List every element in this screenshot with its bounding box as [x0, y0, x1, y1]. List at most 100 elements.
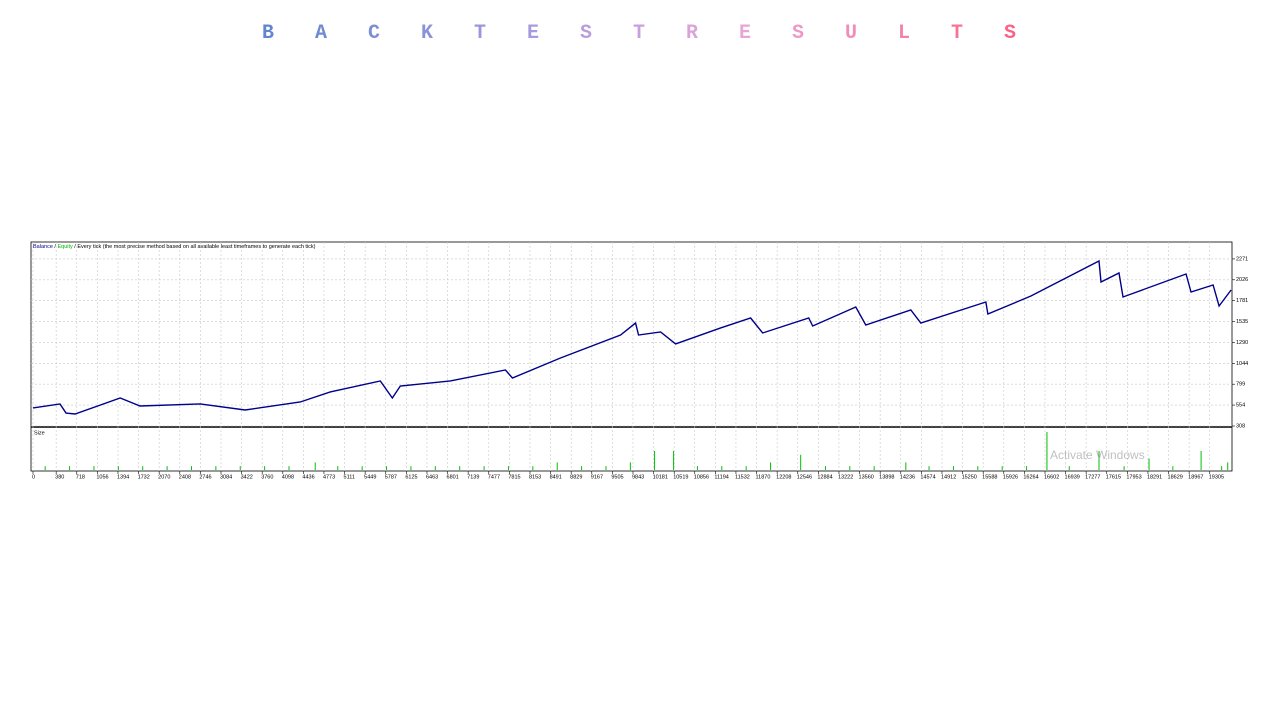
y-tick-label: 1781 [1236, 298, 1248, 304]
x-tick-label: 380 [55, 474, 64, 480]
x-tick-label: 11532 [735, 474, 750, 480]
x-tick-label: 6801 [447, 474, 459, 480]
watermark: Activate Windows [1050, 448, 1145, 462]
size-bar [696, 466, 698, 470]
x-tick-label: 18291 [1147, 474, 1162, 480]
x-tick-label: 10181 [653, 474, 668, 480]
size-bar [410, 466, 412, 470]
size-bar [556, 462, 558, 470]
size-bar [69, 466, 71, 470]
x-tick-label: 4098 [282, 474, 294, 480]
x-tick-label: 15250 [962, 474, 977, 480]
y-tick-label: 1290 [1236, 340, 1248, 346]
size-bar [532, 466, 534, 470]
size-bar [1148, 458, 1150, 470]
x-tick-label: 6463 [426, 474, 438, 480]
size-bar [1227, 462, 1229, 470]
x-tick-label: 8491 [550, 474, 562, 480]
x-tick-label: 17953 [1126, 474, 1141, 480]
size-bar [824, 466, 826, 470]
size-bar [93, 466, 95, 470]
size-bar [721, 466, 723, 470]
y-tick-label: 2026 [1236, 277, 1248, 283]
x-tick-label: 15926 [1003, 474, 1018, 480]
x-tick-label: 7477 [488, 474, 500, 480]
x-tick-label: 16264 [1023, 474, 1038, 480]
size-bar [1123, 466, 1125, 470]
x-tick-label: 9167 [591, 474, 603, 480]
size-bar [215, 466, 217, 470]
size-bar [1172, 466, 1174, 470]
size-bar [605, 466, 607, 470]
size-bar [264, 466, 266, 470]
y-tick-label: 799 [1236, 382, 1245, 388]
size-bar [337, 466, 339, 470]
x-tick-label: 7139 [467, 474, 479, 480]
x-tick-label: 1732 [138, 474, 150, 480]
size-bar [142, 466, 144, 470]
x-tick-label: 5787 [385, 474, 397, 480]
size-bar [1098, 451, 1100, 470]
size-bar [581, 466, 583, 470]
x-tick-label: 4436 [302, 474, 314, 480]
x-tick-label: 5449 [364, 474, 376, 480]
size-bar [507, 466, 509, 470]
size-bar [288, 466, 290, 470]
x-tick-label: 3760 [261, 474, 273, 480]
x-tick-label: 4773 [323, 474, 335, 480]
x-tick-label: 718 [76, 474, 85, 480]
size-bar [483, 466, 485, 470]
x-tick-label: 16602 [1044, 474, 1059, 480]
size-bar [459, 466, 461, 470]
size-bar [952, 466, 954, 470]
x-tick-label: 0 [32, 474, 35, 480]
size-bar [314, 462, 316, 470]
size-bar [166, 466, 168, 470]
x-tick-label: 14574 [920, 474, 935, 480]
series-line [32, 259, 1232, 415]
legend: Balance / Equity / Every tick (the most … [33, 244, 316, 250]
x-tick-label: 10856 [694, 474, 709, 480]
x-tick-label: 17615 [1106, 474, 1121, 480]
size-bar [239, 466, 241, 470]
x-tick-label: 3084 [220, 474, 232, 480]
size-bar [1001, 466, 1003, 470]
size-bar [44, 466, 46, 470]
size-bar [1068, 466, 1070, 470]
x-tick-label: 11870 [756, 474, 771, 480]
x-tick-label: 9843 [632, 474, 644, 480]
x-tick-label: 18629 [1168, 474, 1183, 480]
x-tick-label: 11194 [714, 474, 728, 480]
legend-entry: Balance [33, 244, 53, 250]
x-tick-label: 18967 [1188, 474, 1203, 480]
y-tick-label: 1535 [1236, 319, 1248, 325]
x-tick-label: 15588 [982, 474, 997, 480]
size-bar [1046, 432, 1048, 470]
x-tick-label: 14912 [941, 474, 956, 480]
x-tick-label: 1394 [117, 474, 129, 480]
size-bar [629, 462, 631, 470]
legend-separator: / [53, 244, 57, 250]
size-bar [117, 466, 119, 470]
size-bar [873, 466, 875, 470]
legend-note: Every tick (the most precise method base… [76, 244, 316, 250]
size-bar [745, 466, 747, 470]
x-tick-label: 12546 [797, 474, 812, 480]
legend-separator: / [73, 244, 77, 250]
size-bar [977, 466, 979, 470]
x-tick-label: 9505 [611, 474, 623, 480]
legend-entry: Equity [56, 244, 73, 250]
x-tick-label: 14236 [900, 474, 915, 480]
x-tick-label: 3422 [241, 474, 253, 480]
x-tick-label: 5111 [344, 474, 355, 480]
x-tick-label: 17277 [1085, 474, 1100, 480]
size-bar [1026, 466, 1028, 470]
size-bar [386, 466, 388, 470]
y-tick-label: 308 [1236, 423, 1245, 429]
x-tick-label: 19305 [1209, 474, 1224, 480]
size-bar [654, 451, 656, 470]
x-tick-label: 8153 [529, 474, 541, 480]
x-tick-label: 16939 [1065, 474, 1080, 480]
size-bar [905, 462, 907, 470]
x-tick-label: 13560 [859, 474, 874, 480]
